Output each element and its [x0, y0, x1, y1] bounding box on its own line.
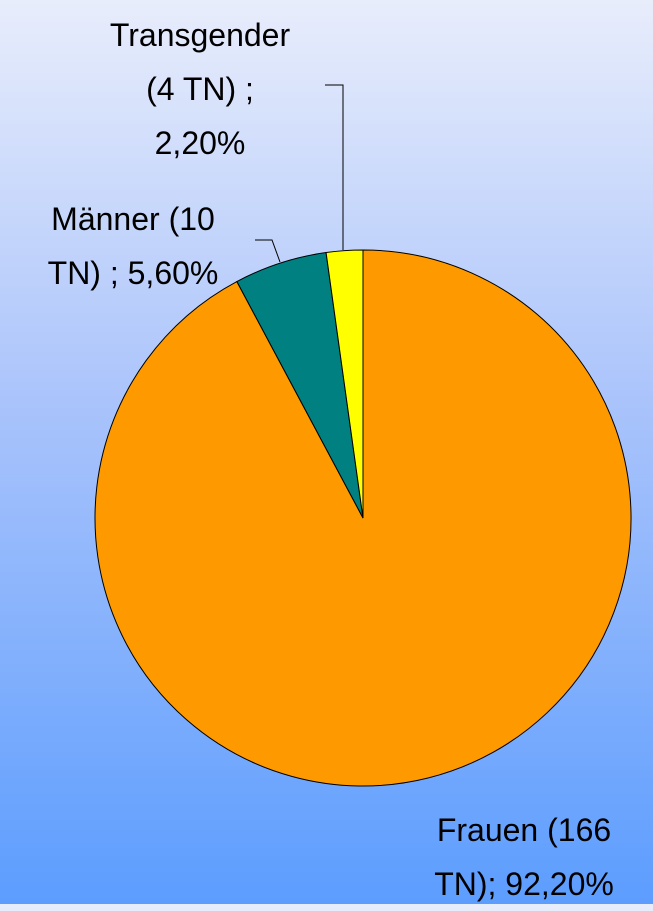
pie-slice — [325, 249, 364, 519]
data-label: Männer (10 TN) ; 5,60% — [47, 201, 219, 291]
data-label: Frauen (166 TN); 92,20% — [434, 812, 614, 902]
leader-line — [325, 84, 344, 250]
pie — [94, 249, 632, 787]
leader-line — [255, 239, 281, 263]
data-label: Transgender (4 TN) ; 2,20% — [109, 17, 291, 161]
